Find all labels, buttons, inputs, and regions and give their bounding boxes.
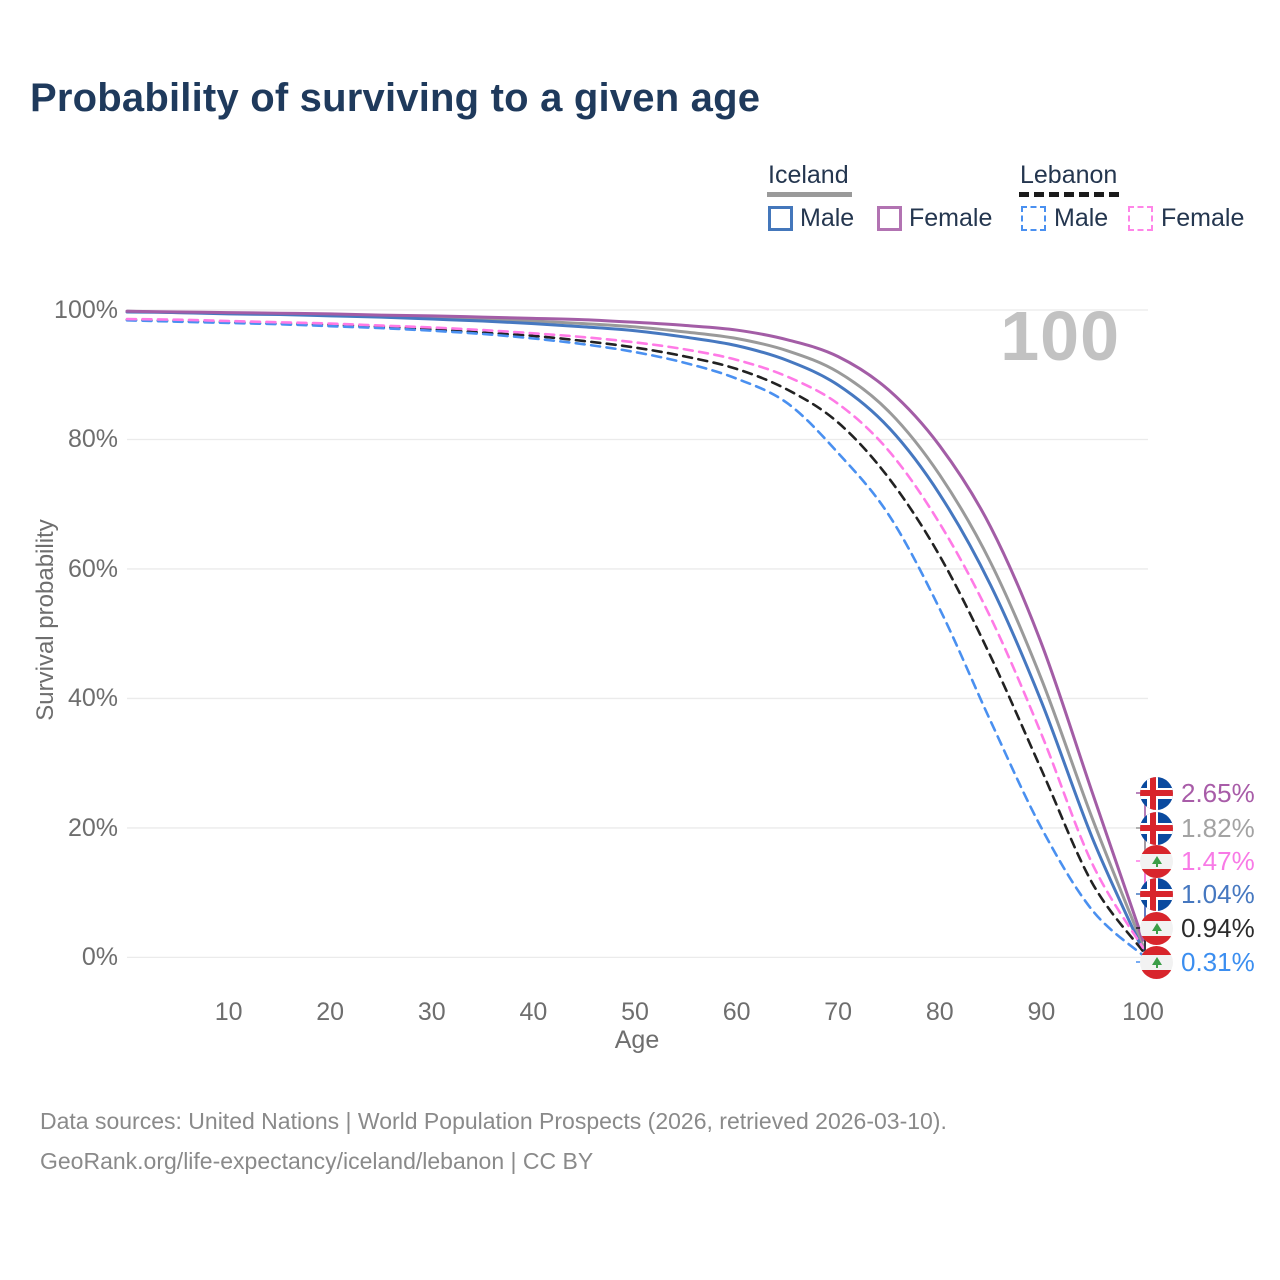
curve-lebanon-female[interactable] (125, 317, 1145, 950)
end-label-connector (1136, 792, 1146, 941)
curve-iceland-female[interactable] (125, 309, 1145, 942)
curve-lebanon-both-sexes[interactable] (125, 318, 1145, 953)
curve-iceland-male[interactable] (125, 310, 1145, 953)
curve-lebanon-male[interactable] (125, 319, 1145, 957)
curve-iceland-both-sexes[interactable] (125, 309, 1145, 948)
